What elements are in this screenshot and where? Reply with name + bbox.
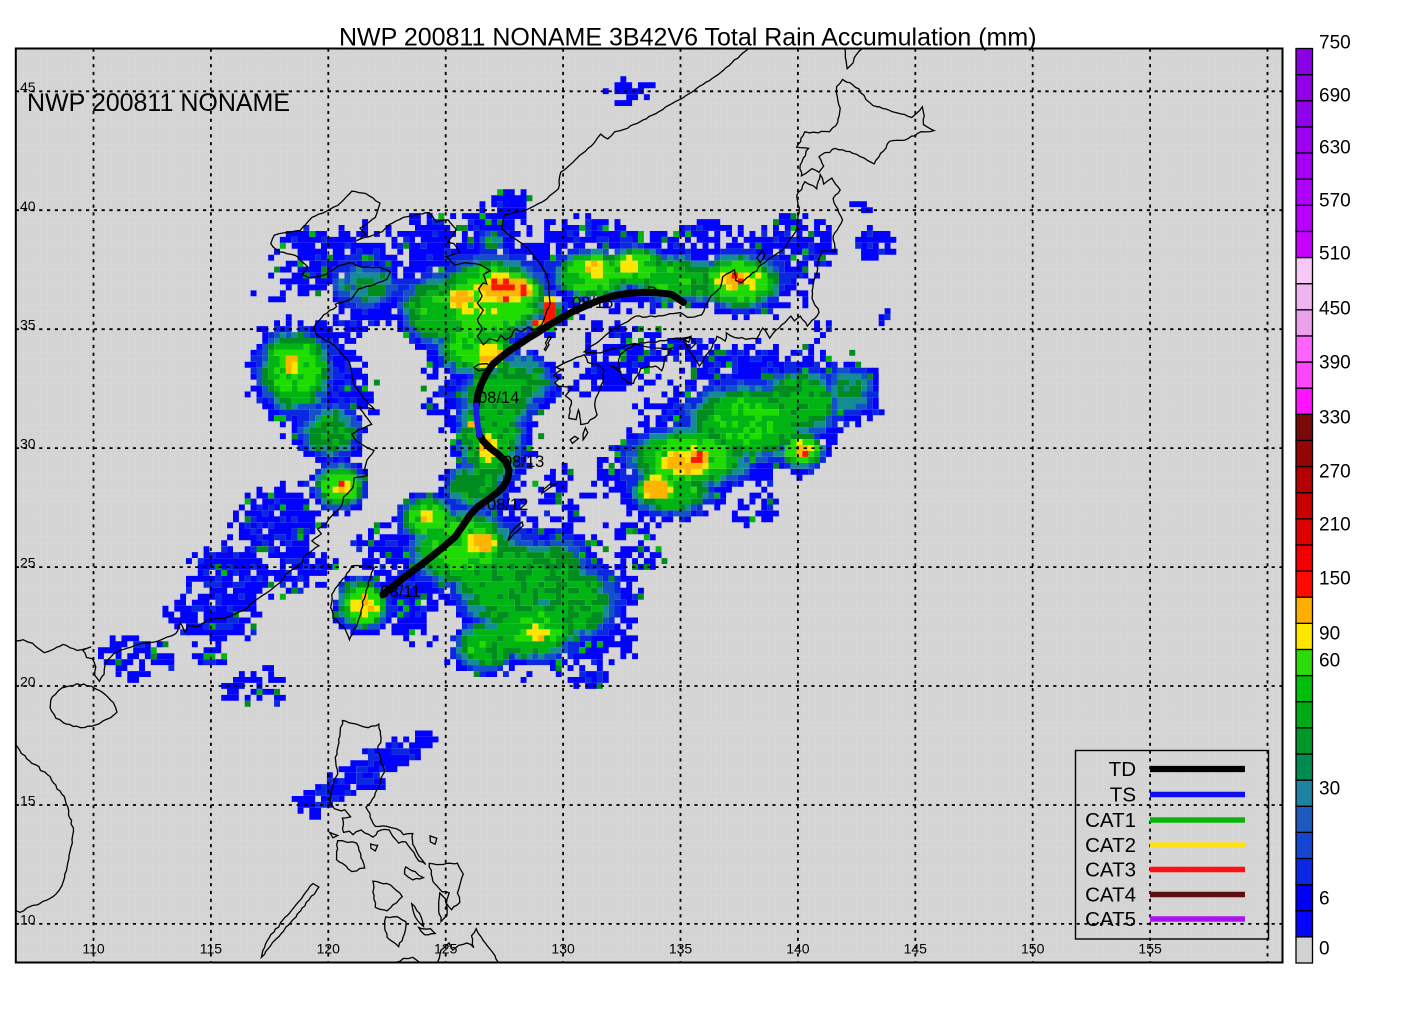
svg-text:690: 690 [1319,86,1351,107]
svg-text:270: 270 [1319,462,1351,483]
svg-text:20: 20 [20,674,36,690]
svg-text:6: 6 [1319,889,1330,910]
svg-text:CAT2: CAT2 [1085,834,1136,857]
svg-text:10: 10 [20,911,36,927]
svg-text:40: 40 [20,198,36,214]
svg-text:140: 140 [786,941,810,957]
svg-text:30: 30 [1319,779,1340,800]
svg-text:CAT1: CAT1 [1085,809,1136,832]
svg-text:TS: TS [1110,784,1136,807]
svg-text:0: 0 [1319,939,1330,960]
svg-text:08/12: 08/12 [487,496,528,514]
svg-text:570: 570 [1319,191,1351,212]
svg-text:450: 450 [1319,299,1351,320]
svg-text:145: 145 [904,941,928,957]
svg-text:630: 630 [1319,138,1351,159]
svg-text:15: 15 [20,793,36,809]
svg-text:330: 330 [1319,408,1351,429]
svg-text:TD: TD [1109,758,1136,781]
svg-text:130: 130 [551,941,575,957]
svg-text:NWP 200811 NONAME: NWP 200811 NONAME [27,89,290,117]
svg-text:30: 30 [20,436,36,452]
svg-text:08/13: 08/13 [503,453,544,471]
svg-text:90: 90 [1319,624,1340,645]
svg-text:155: 155 [1138,941,1162,957]
svg-text:CAT3: CAT3 [1085,859,1136,882]
svg-text:150: 150 [1021,941,1045,957]
svg-text:510: 510 [1319,244,1351,265]
svg-text:08/14: 08/14 [478,389,519,407]
svg-text:150: 150 [1319,569,1351,590]
svg-text:390: 390 [1319,353,1351,374]
svg-text:CAT5: CAT5 [1085,908,1136,931]
svg-text:NWP 200811 NONAME 3B42V6 Total: NWP 200811 NONAME 3B42V6 Total Rain Accu… [339,23,1037,51]
svg-text:750: 750 [1319,33,1351,54]
svg-text:25: 25 [20,555,36,571]
svg-text:125: 125 [434,941,458,957]
svg-text:120: 120 [317,941,341,957]
svg-text:60: 60 [1319,651,1340,672]
svg-text:CAT4: CAT4 [1085,884,1136,907]
svg-text:115: 115 [200,941,223,957]
svg-text:110: 110 [82,941,105,957]
svg-text:45: 45 [20,79,36,95]
svg-text:135: 135 [669,941,693,957]
svg-text:210: 210 [1319,515,1351,536]
svg-text:35: 35 [20,317,36,333]
